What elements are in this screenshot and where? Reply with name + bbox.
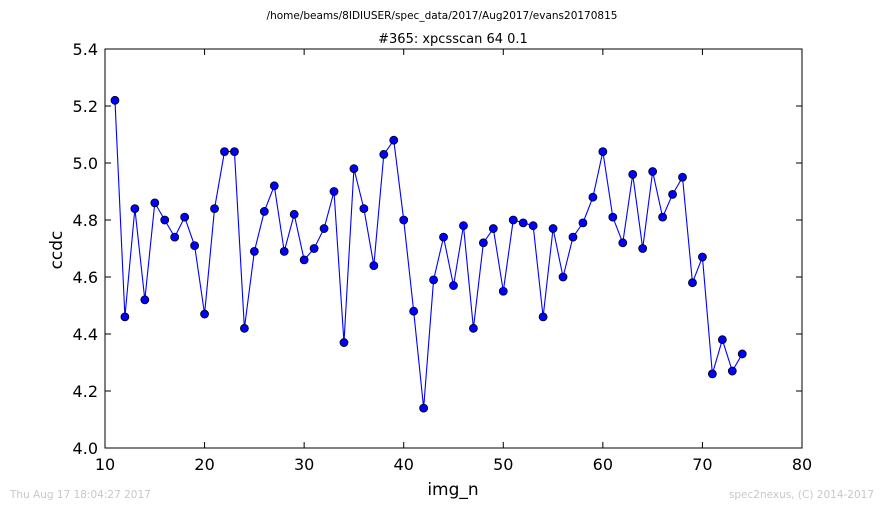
data-point	[498, 286, 508, 296]
data-point	[140, 295, 150, 305]
data-point	[578, 218, 588, 228]
x-tick-label: 40	[394, 455, 414, 474]
y-tick-labels: 4.0 4.2 4.4 4.6 4.8 5.0 5.2 5.4	[73, 40, 98, 458]
data-point	[678, 172, 687, 182]
data-point	[548, 224, 558, 233]
x-tick-label: 20	[194, 455, 214, 474]
y-tick-label: 4.8	[73, 211, 98, 230]
data-point	[558, 272, 568, 282]
data-point	[130, 204, 140, 214]
data-point	[648, 167, 658, 176]
series-line	[114, 100, 743, 409]
plot-area	[105, 49, 802, 448]
x-tick-label: 50	[493, 455, 513, 474]
data-point	[190, 241, 200, 251]
data-point	[239, 323, 249, 333]
chart-title: #365: xpcsscan 64 0.1	[378, 32, 528, 47]
x-tick-label: 80	[792, 455, 812, 474]
data-point	[478, 238, 488, 248]
data-point	[230, 147, 239, 157]
data-point	[269, 181, 279, 191]
data-point	[329, 187, 339, 196]
x-axis-label: img_n	[427, 480, 478, 500]
y-tick-label: 4.4	[73, 325, 98, 344]
data-point	[688, 278, 697, 288]
data-point	[409, 306, 419, 316]
y-tick-label: 4.2	[73, 382, 98, 401]
data-point	[120, 312, 130, 322]
data-point	[359, 204, 369, 214]
data-point	[628, 169, 638, 179]
data-point	[698, 252, 707, 262]
data-point	[220, 147, 229, 157]
data-point	[707, 369, 717, 379]
data-point	[110, 95, 120, 105]
data-point	[429, 275, 438, 285]
data-point	[598, 147, 608, 157]
data-point	[727, 366, 737, 376]
data-point	[508, 215, 518, 225]
data-point	[309, 244, 319, 253]
data-point	[259, 207, 269, 216]
footer-timestamp: Thu Aug 17 18:04:27 2017	[9, 489, 151, 501]
data-point	[249, 246, 259, 256]
data-point	[170, 232, 180, 242]
data-point	[419, 403, 429, 413]
data-point	[638, 244, 648, 253]
x-tick-label: 10	[95, 455, 115, 474]
data-point	[349, 164, 359, 174]
data-point	[200, 309, 209, 319]
data-point	[150, 198, 160, 208]
data-point	[439, 232, 448, 242]
data-point	[658, 212, 667, 222]
data-point	[459, 221, 468, 231]
data-point	[518, 218, 528, 228]
y-tick-label: 4.6	[73, 268, 98, 287]
data-point	[210, 204, 219, 214]
series-markers	[110, 95, 747, 413]
data-point	[289, 209, 299, 219]
y-tick-label: 5.4	[73, 40, 98, 59]
data-point	[389, 135, 399, 145]
x-tick-label: 70	[692, 455, 712, 474]
x-tick-label: 60	[593, 455, 613, 474]
data-point	[319, 224, 329, 233]
footer-credit: spec2nexus, (C) 2014-2017	[729, 489, 874, 501]
data-point	[538, 312, 548, 322]
data-point	[568, 232, 578, 242]
data-point	[339, 338, 349, 347]
data-point	[299, 255, 309, 265]
data-point	[180, 212, 190, 222]
data-point	[279, 246, 289, 256]
plot-frame	[104, 48, 803, 449]
y-axis-label: ccdc	[47, 231, 67, 270]
figure-suptitle: /home/beams/8IDIUSER/spec_data/2017/Aug2…	[267, 10, 618, 22]
data-point	[528, 221, 538, 231]
data-point	[379, 150, 389, 159]
data-point	[399, 215, 409, 225]
data-point	[608, 212, 618, 222]
data-point	[469, 323, 478, 333]
data-point	[449, 281, 458, 290]
y-tick-label: 5.2	[73, 97, 98, 116]
data-point	[668, 189, 677, 199]
data-point	[618, 238, 628, 248]
y-tick-label: 4.0	[73, 439, 98, 458]
data-point	[160, 215, 170, 225]
y-tick-label: 5.0	[73, 154, 98, 173]
data-point	[588, 192, 598, 202]
x-tick-labels: 10 20 30 40 50 60 70 80	[95, 455, 812, 474]
data-point	[369, 261, 379, 271]
data-point	[717, 335, 727, 345]
data-point	[488, 224, 498, 233]
data-point	[737, 349, 747, 359]
x-tick-label: 30	[294, 455, 314, 474]
